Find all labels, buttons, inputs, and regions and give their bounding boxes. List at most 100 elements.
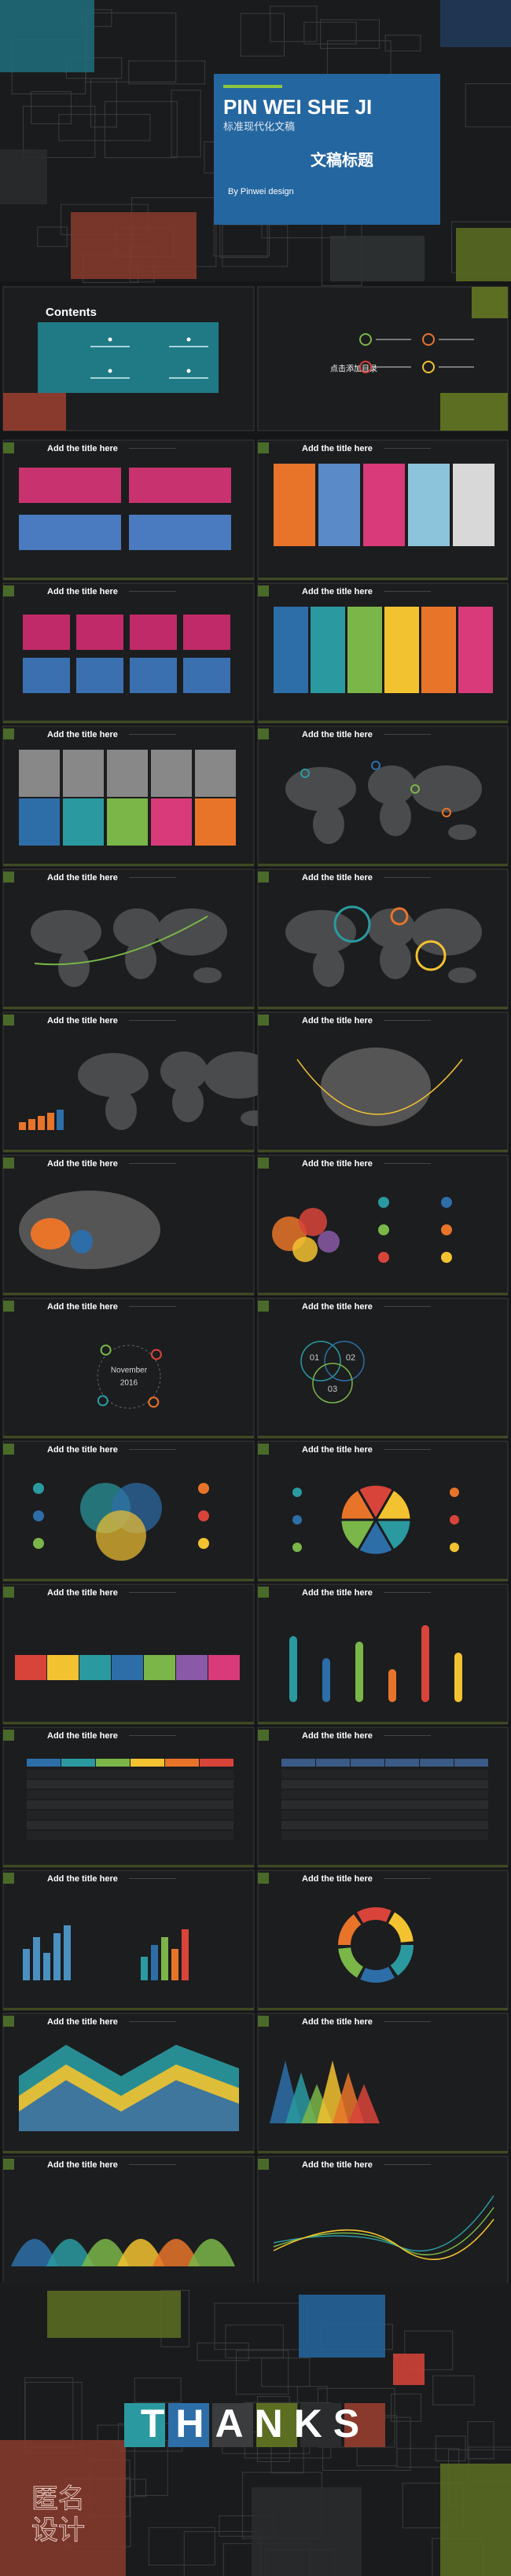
slide: Add the title here (2, 1440, 255, 1582)
slide-bottom-rule (258, 864, 508, 866)
venn (324, 1341, 365, 1382)
slide-badge (258, 2016, 269, 2027)
slide-title-rule (384, 1735, 431, 1736)
slide-title: Add the title here (47, 444, 118, 453)
contents-ring (422, 333, 435, 346)
marker (415, 940, 447, 971)
table-row (27, 1800, 233, 1809)
panel (274, 607, 308, 693)
bar (28, 1119, 35, 1130)
slide: Add the title here (2, 582, 255, 724)
dot (378, 1252, 389, 1263)
slide-badge (258, 872, 269, 883)
bar (38, 1116, 45, 1130)
slide: Add the title here (257, 1870, 509, 2011)
slide-frame (257, 1583, 509, 1725)
slide-title: Add the title here (47, 1874, 118, 1884)
table-row (27, 1831, 233, 1840)
slide-title-rule (129, 2021, 176, 2022)
table-row (27, 1780, 233, 1789)
contents-right-label: 点击添加目录 (330, 364, 377, 374)
dot (100, 1344, 112, 1356)
bubble (318, 1231, 340, 1253)
collage-cell (171, 90, 201, 158)
slide: Add the title here (2, 725, 255, 867)
panel (63, 750, 104, 797)
slide-title: Add the title here (47, 1016, 118, 1026)
slide-title-rule (384, 1306, 431, 1307)
image (130, 658, 177, 693)
slide-badge (3, 442, 14, 453)
contents-line (90, 377, 130, 379)
collage-cell (104, 101, 178, 159)
slide-badge (3, 728, 14, 739)
contents-right-tile (440, 393, 508, 431)
map-land (313, 805, 344, 844)
collage-cell (396, 2448, 460, 2468)
slide-title: Add the title here (47, 1159, 118, 1169)
thanks-tile (212, 2403, 253, 2447)
thanks-tile (168, 2403, 209, 2447)
slide: Add the title here (2, 1011, 274, 1153)
image (23, 658, 70, 693)
slide-frame (257, 1297, 509, 1439)
map-land (411, 908, 482, 956)
arc (296, 1059, 463, 1115)
panel (63, 798, 104, 846)
table-row (281, 1811, 488, 1819)
table-row (281, 1790, 488, 1799)
marker (390, 907, 409, 926)
image (183, 658, 230, 693)
collage-cell (303, 21, 357, 45)
map-land (31, 910, 101, 954)
donut (338, 1947, 364, 1978)
panel (107, 798, 148, 846)
slide-title-rule (384, 591, 431, 592)
bar (23, 1949, 30, 1980)
slide: Add the title here (257, 2013, 509, 2154)
slide-badge (258, 442, 269, 453)
table-head (27, 1759, 61, 1767)
bar (43, 1953, 50, 1980)
table-head (351, 1759, 384, 1767)
image (129, 515, 231, 550)
contents-ring (422, 361, 435, 373)
collage-tile (299, 2295, 385, 2358)
collage-cell (225, 2325, 284, 2358)
table-row (27, 1770, 233, 1778)
contents-ring (359, 361, 372, 373)
donut (357, 1907, 392, 1924)
bell (46, 2239, 94, 2266)
collage-cell (261, 2358, 311, 2387)
slide-badge (3, 1158, 14, 1169)
slide-badge (258, 1015, 269, 1026)
contents-line (169, 346, 208, 347)
dot (198, 1538, 209, 1549)
map (19, 1191, 160, 1269)
slide-bottom-rule (258, 578, 508, 580)
map-land (448, 824, 476, 840)
collage-tile (47, 2291, 181, 2338)
bar (47, 1113, 54, 1130)
image (19, 468, 121, 503)
slide-badge (258, 1587, 269, 1598)
collage-cell (37, 226, 68, 248)
dot (450, 1515, 459, 1525)
slide-title: Add the title here (302, 1588, 373, 1598)
dot (33, 1483, 44, 1494)
image (453, 464, 494, 546)
table-row (27, 1811, 233, 1819)
table-head (96, 1759, 130, 1767)
collage-cell (90, 78, 117, 128)
collage-cell (270, 6, 318, 42)
thanks-text: THANKS (141, 2402, 370, 2446)
venn (96, 1510, 146, 1561)
map (321, 1048, 431, 1126)
map-land (160, 1051, 208, 1091)
collage-cell (320, 19, 380, 50)
slide-title-rule (129, 1163, 176, 1164)
curve (34, 916, 208, 966)
slide-title-rule (384, 1449, 431, 1450)
map-land (448, 967, 476, 983)
